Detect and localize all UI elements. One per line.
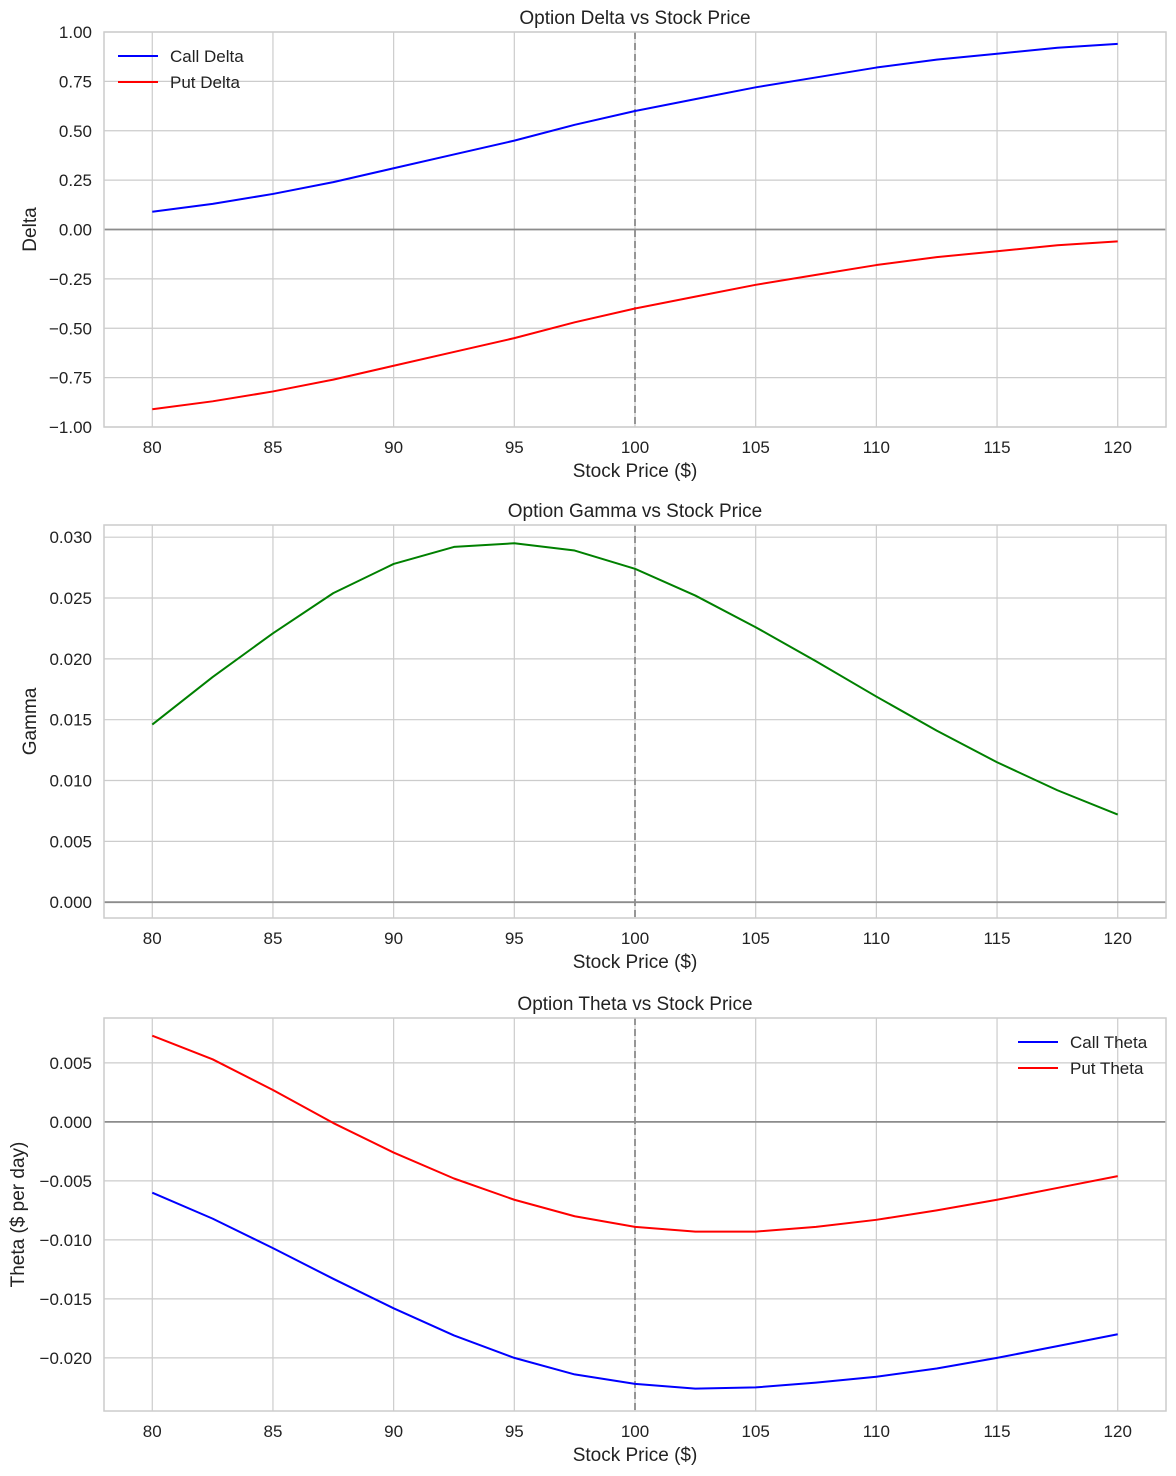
y-tick-label: 0.020 (49, 650, 92, 669)
x-tick-label: 115 (983, 1422, 1010, 1441)
chart-panel-2: 80 85 90 95 100 105 110 115 120 0.030 0.025 0.020 0.… (20, 501, 1167, 973)
x-tick-label: 80 (143, 438, 162, 457)
x-tick-label: 80 (143, 929, 162, 948)
y-axis-label: Delta (20, 207, 41, 252)
legend-label: Call Theta (1070, 1033, 1148, 1052)
x-tick-label: 100 (621, 1422, 649, 1441)
x-tick-label: 110 (863, 929, 890, 948)
x-axis-label: Stock Price ($) (573, 461, 698, 482)
chart-title: Option Theta vs Stock Price (517, 994, 752, 1015)
x-axis-label: Stock Price ($) (573, 1445, 698, 1466)
y-tick-label: 0.25 (59, 171, 92, 190)
x-tick-label: 90 (384, 1422, 403, 1441)
series-line-1 (152, 42, 1118, 213)
chart-title: Option Delta vs Stock Price (519, 8, 750, 29)
legend: Call Delta Put Delta (118, 47, 244, 92)
series-line-1 (151, 1191, 1118, 1390)
y-tick-label: 0.030 (49, 528, 92, 547)
y-tick-label: −0.015 (40, 1290, 92, 1309)
y-tick-label: 0.005 (49, 832, 92, 851)
y-tick-label: 0.025 (49, 589, 92, 608)
x-tick-label: 105 (741, 438, 769, 457)
y-tick-label: −1.00 (49, 418, 92, 437)
y-tick-label: −0.75 (49, 369, 92, 388)
series-line-2 (151, 1034, 1118, 1233)
y-tick-label: 0.005 (49, 1054, 92, 1073)
plot-frame (103, 31, 1167, 428)
x-tick-label: 100 (621, 438, 649, 457)
x-tick-label: 115 (983, 438, 1010, 457)
chart-title: Option Gamma vs Stock Price (508, 501, 762, 522)
y-tick-label: 0.000 (49, 1113, 92, 1132)
y-tick-label: 0.000 (49, 893, 92, 912)
legend-label: Put Theta (1070, 1059, 1144, 1078)
legend-label: Call Delta (170, 47, 244, 66)
x-tick-label: 85 (263, 438, 282, 457)
series-line-2 (152, 240, 1118, 411)
x-tick-label: 95 (505, 438, 524, 457)
x-tick-label: 95 (505, 929, 524, 948)
x-tick-label: 110 (863, 438, 890, 457)
x-tick-label: 110 (863, 1422, 890, 1441)
x-tick-label: 120 (1104, 929, 1132, 948)
y-tick-label: −0.020 (40, 1349, 92, 1368)
x-tick-label: 105 (741, 1422, 769, 1441)
x-tick-label: 85 (263, 1422, 282, 1441)
x-tick-label: 80 (143, 1422, 162, 1441)
x-tick-label: 115 (983, 929, 1010, 948)
chart-panel-3: 80 85 90 95 100 105 110 115 120 0.005 0.000 −0.005 −… (8, 994, 1167, 1466)
y-tick-label: 0.00 (59, 221, 92, 240)
y-tick-label: 0.010 (49, 772, 92, 791)
y-tick-label: −0.005 (40, 1172, 92, 1191)
y-tick-label: 0.50 (59, 122, 92, 141)
y-axis-label: Theta ($ per day) (8, 1142, 29, 1288)
legend-label: Put Delta (170, 73, 240, 92)
x-axis-label: Stock Price ($) (573, 952, 698, 973)
x-tick-label: 100 (621, 929, 649, 948)
x-tick-label: 120 (1104, 438, 1132, 457)
y-tick-label: −0.010 (40, 1231, 92, 1250)
chart-panel-1: 80 85 90 95 100 105 110 115 120 1.00 0.75 0.50 0.25 0… (20, 8, 1167, 482)
x-tick-label: 105 (741, 929, 769, 948)
y-tick-label: −0.50 (49, 319, 92, 338)
plot-frame (103, 1017, 1167, 1412)
x-tick-label: 90 (384, 929, 403, 948)
series-line-1 (151, 542, 1119, 816)
x-tick-label: 90 (384, 438, 403, 457)
y-tick-label: 0.75 (59, 72, 92, 91)
y-tick-label: 0.015 (49, 711, 92, 730)
x-tick-label: 120 (1104, 1422, 1132, 1441)
x-tick-label: 85 (263, 929, 282, 948)
y-axis-label: Gamma (20, 687, 41, 755)
legend: Call Theta Put Theta (1018, 1033, 1148, 1078)
x-tick-label: 95 (505, 1422, 524, 1441)
y-tick-label: −0.25 (49, 270, 92, 289)
y-tick-label: 1.00 (59, 23, 92, 42)
plot-frame (103, 524, 1167, 919)
